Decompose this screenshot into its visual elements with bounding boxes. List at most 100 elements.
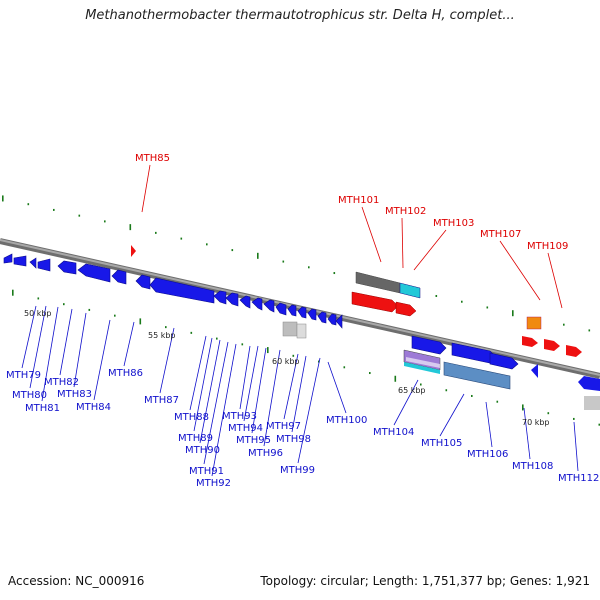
gene-label-mth84[interactable]: MTH84 bbox=[76, 402, 111, 413]
gene-label-mth93[interactable]: MTH93 bbox=[222, 411, 257, 422]
gene-label-mth109[interactable]: MTH109 bbox=[527, 241, 568, 252]
leader-line bbox=[297, 357, 321, 464]
gene-label-mth112[interactable]: MTH112 bbox=[558, 473, 599, 484]
gene-label-mth81[interactable]: MTH81 bbox=[25, 403, 60, 414]
tick-mark bbox=[471, 394, 473, 397]
gene-mth89[interactable] bbox=[213, 290, 227, 305]
tick-mark bbox=[496, 400, 499, 403]
leader-line bbox=[59, 308, 73, 376]
rna-block-mth102[interactable] bbox=[351, 291, 417, 317]
gene-mth99[interactable] bbox=[327, 313, 337, 326]
gene-mth81[interactable] bbox=[29, 257, 37, 269]
leader-line bbox=[439, 393, 465, 437]
rna-block-mth101[interactable] bbox=[355, 271, 421, 299]
gene-label-mth80[interactable]: MTH80 bbox=[12, 390, 47, 401]
gene-label-mth99[interactable]: MTH99 bbox=[280, 465, 315, 476]
gene-mth80[interactable] bbox=[13, 255, 27, 267]
tick-mark bbox=[588, 329, 591, 332]
tick-mark bbox=[257, 252, 259, 259]
tick-mark bbox=[104, 220, 106, 223]
leader-line bbox=[573, 421, 579, 472]
leader-line bbox=[485, 401, 493, 448]
leader-line bbox=[141, 164, 151, 213]
gene-label-mth91[interactable]: MTH91 bbox=[189, 466, 224, 477]
gene-mth92[interactable] bbox=[251, 297, 263, 311]
gene-label-mth102[interactable]: MTH102 bbox=[385, 206, 426, 217]
gene-mth82[interactable] bbox=[37, 258, 51, 272]
gene-label-mth106[interactable]: MTH106 bbox=[467, 449, 508, 460]
gene-mth94[interactable] bbox=[275, 302, 287, 316]
gene-mth95[interactable] bbox=[287, 304, 297, 317]
leader-line bbox=[243, 345, 259, 422]
gray-features-60kbp[interactable] bbox=[282, 321, 307, 339]
leader-line bbox=[393, 379, 419, 426]
gene-label-mth104[interactable]: MTH104 bbox=[373, 427, 414, 438]
gene-label-mth86[interactable]: MTH86 bbox=[108, 368, 143, 379]
gene-label-mth95[interactable]: MTH95 bbox=[236, 435, 271, 446]
gene-label-mth85[interactable]: MTH85 bbox=[135, 153, 170, 164]
gene-label-mth83[interactable]: MTH83 bbox=[57, 389, 92, 400]
leader-line bbox=[21, 305, 37, 369]
gene-label-mth108[interactable]: MTH108 bbox=[512, 461, 553, 472]
gene-mth88[interactable] bbox=[149, 277, 215, 304]
rna-mth85[interactable] bbox=[131, 245, 136, 257]
gene-label-mth105[interactable]: MTH105 bbox=[421, 438, 462, 449]
accession-text: Accession: NC_000916 bbox=[8, 574, 145, 588]
rna-block-mth107[interactable] bbox=[522, 316, 582, 357]
leader-line bbox=[189, 335, 207, 411]
gene-label-mth100[interactable]: MTH100 bbox=[326, 415, 367, 426]
gene-mth93[interactable] bbox=[263, 299, 275, 313]
tick-mark bbox=[231, 249, 234, 252]
gene-mth83[interactable] bbox=[57, 260, 77, 275]
gene-label-mth90[interactable]: MTH90 bbox=[185, 445, 220, 456]
tick-mark bbox=[445, 389, 448, 392]
leader-line bbox=[123, 321, 135, 367]
gene-label-mth79[interactable]: MTH79 bbox=[6, 370, 41, 381]
tick-mark bbox=[512, 310, 514, 317]
gene-mth98[interactable] bbox=[317, 311, 327, 324]
genes-65kbp-region[interactable] bbox=[403, 335, 538, 390]
gene-label-mth103[interactable]: MTH103 bbox=[433, 218, 474, 229]
gene-labels-top: MTH85 MTH101 MTH102 MTH103 MTH107 MTH109 bbox=[135, 153, 568, 252]
kbp-label: 70 kbp bbox=[522, 418, 550, 427]
gene-label-mth96[interactable]: MTH96 bbox=[248, 448, 283, 459]
leader-line bbox=[523, 407, 531, 460]
leader-line bbox=[413, 229, 447, 271]
tick-mark bbox=[37, 297, 40, 300]
gene-mth84[interactable] bbox=[77, 263, 111, 283]
gene-label-mth98[interactable]: MTH98 bbox=[276, 434, 311, 445]
leader-line bbox=[193, 337, 213, 432]
tick-mark bbox=[216, 337, 218, 340]
tick-mark bbox=[129, 224, 132, 231]
gene-label-mth88[interactable]: MTH88 bbox=[174, 412, 209, 423]
gene-label-mth101[interactable]: MTH101 bbox=[338, 195, 379, 206]
leader-line bbox=[73, 312, 87, 388]
gene-label-mth107[interactable]: MTH107 bbox=[480, 229, 521, 240]
gene-label-mth87[interactable]: MTH87 bbox=[144, 395, 179, 406]
tick-mark bbox=[563, 323, 565, 326]
tick-mark bbox=[27, 203, 30, 206]
gene-mth90[interactable] bbox=[225, 292, 239, 307]
tick-mark bbox=[155, 231, 157, 234]
tick-mark bbox=[522, 404, 524, 411]
kbp-label: 50 kbp bbox=[24, 309, 52, 318]
gene-mth91[interactable] bbox=[239, 295, 251, 309]
gene-mth100[interactable] bbox=[335, 314, 343, 329]
gene-mth96[interactable] bbox=[297, 306, 307, 319]
gene-label-mth82[interactable]: MTH82 bbox=[44, 377, 79, 388]
gene-mth79[interactable] bbox=[3, 253, 13, 264]
gene-label-mth92[interactable]: MTH92 bbox=[196, 478, 231, 489]
gene-label-mth94[interactable]: MTH94 bbox=[228, 423, 263, 434]
gene-mth86[interactable] bbox=[111, 269, 127, 285]
leader-line bbox=[93, 319, 111, 401]
gene-mth87[interactable] bbox=[135, 274, 151, 290]
leader-line bbox=[361, 206, 382, 263]
gene-labels-bottom: MTH79 MTH80 MTH81 MTH82 MTH83 MTH84 MTH8… bbox=[6, 368, 599, 489]
genes-far-right[interactable] bbox=[578, 376, 600, 410]
gene-label-mth97[interactable]: MTH97 bbox=[266, 421, 301, 432]
gene-label-mth89[interactable]: MTH89 bbox=[178, 433, 213, 444]
map-title: Methanothermobacter thermautotrophicus s… bbox=[85, 8, 515, 23]
leader-line bbox=[199, 339, 221, 444]
gene-mth97[interactable] bbox=[307, 308, 317, 321]
